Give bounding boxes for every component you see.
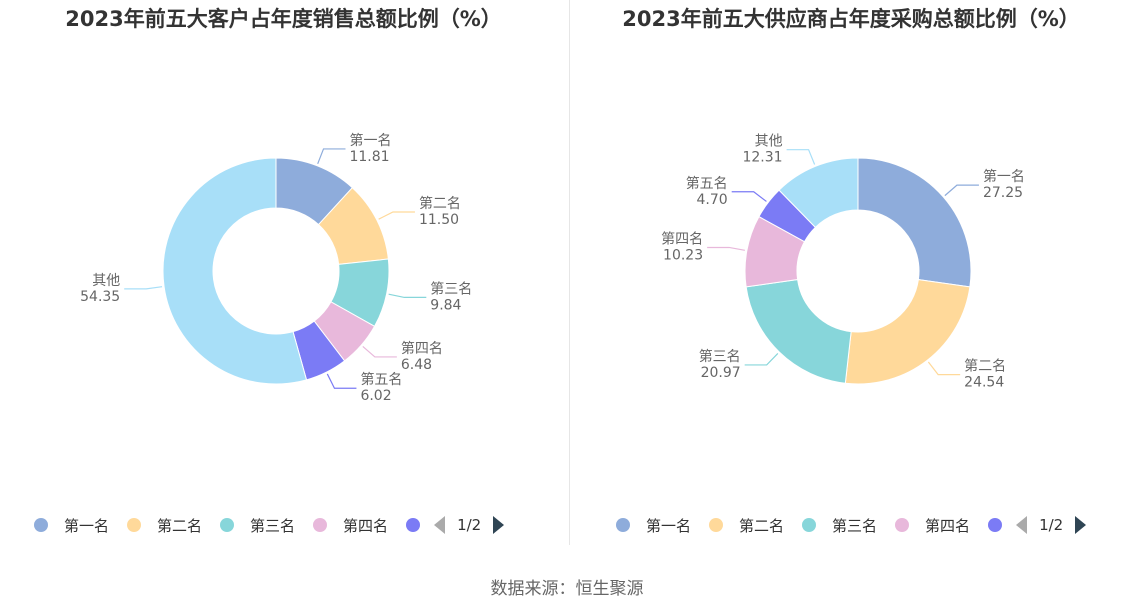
legend-dot xyxy=(895,518,910,532)
legend-prev-page-icon[interactable] xyxy=(434,516,446,534)
legend-item-fourth[interactable]: 第四名 xyxy=(313,515,388,536)
slice-name-label-fifth: 第五名 xyxy=(686,175,728,192)
slice-value-label-first: 27.25 xyxy=(983,185,1023,201)
slice-value-label-other: 12.31 xyxy=(742,150,782,166)
slice-value-label-fifth: 6.02 xyxy=(360,388,391,404)
legend-pager: 1/2 xyxy=(434,516,505,534)
legend-next-page-icon[interactable] xyxy=(493,516,505,534)
legend-dot xyxy=(616,518,630,532)
slice-name-label-fourth: 第四名 xyxy=(401,340,443,357)
slice-value-label-third: 20.97 xyxy=(701,365,741,381)
chart-title: 2023年前五大供应商占年度采购总额比例（%） xyxy=(622,7,1080,31)
leader-line-fourth xyxy=(362,346,397,358)
legend-dot xyxy=(802,518,817,532)
legend-dot xyxy=(34,518,48,532)
slice-name-label-third: 第三名 xyxy=(699,348,741,365)
donut-slice-third[interactable] xyxy=(745,278,852,384)
legend-page-info: 1/2 xyxy=(457,516,482,534)
legend-item-first[interactable]: 第一名 xyxy=(616,515,691,536)
slice-name-label-second: 第二名 xyxy=(964,358,1006,375)
donut-slice-second[interactable] xyxy=(844,279,971,385)
supplier-chart-panel: 2023年前五大供应商占年度采购总额比例（%） 第一名 27.25 第二名 24.54… xyxy=(567,0,1134,560)
slice-name-label-first: 第一名 xyxy=(349,132,391,149)
legend-prev-page-icon[interactable] xyxy=(1016,516,1028,534)
slice-value-label-fourth: 6.48 xyxy=(401,357,432,373)
data-source-note: 数据来源：恒生聚源 xyxy=(490,579,644,599)
leader-line-first xyxy=(317,148,346,165)
legend-pager: 1/2 xyxy=(1016,516,1087,534)
customer-chart-panel: 2023年前五大客户占年度销售总额比例（%） 第一名 11.81 第二名 11.50 第… xyxy=(0,0,567,560)
chart-title: 2023年前五大客户占年度销售总额比例（%） xyxy=(65,7,502,31)
slice-value-label-second: 24.54 xyxy=(964,375,1004,391)
legend: 第一名 第二名 第三名 第四名 1/2 xyxy=(616,512,1087,538)
legend-label: 第四名 xyxy=(925,516,971,535)
legend-label: 第三名 xyxy=(250,516,296,535)
legend-item-third[interactable]: 第三名 xyxy=(220,515,295,536)
legend-dot xyxy=(406,518,421,532)
legend-label: 第四名 xyxy=(343,516,389,535)
legend-dot xyxy=(313,518,328,532)
slice-name-label-other: 其他 xyxy=(755,134,783,150)
legend-item-third[interactable]: 第三名 xyxy=(802,515,877,536)
legend-dot xyxy=(127,518,142,532)
slice-name-label-first: 第一名 xyxy=(983,168,1025,185)
leader-line-other xyxy=(124,286,163,290)
leader-line-fifth xyxy=(731,191,767,202)
legend-label: 第一名 xyxy=(646,516,692,535)
slice-value-label-second: 11.50 xyxy=(419,212,459,228)
legend: 第一名 第二名 第三名 第四名 1/2 xyxy=(34,512,505,538)
legend-dot xyxy=(988,518,1003,532)
slice-value-label-fourth: 10.23 xyxy=(663,247,703,263)
leader-line-fourth xyxy=(707,246,745,251)
donut-slice-first[interactable] xyxy=(857,157,972,288)
slice-name-label-fourth: 第四名 xyxy=(661,230,703,247)
legend-item-fifth[interactable] xyxy=(406,518,421,532)
panel-divider xyxy=(569,0,570,545)
slice-name-label-other: 其他 xyxy=(92,273,120,289)
legend-item-second[interactable]: 第二名 xyxy=(127,515,202,536)
slice-value-label-other: 54.35 xyxy=(80,289,120,305)
legend-next-page-icon[interactable] xyxy=(1075,516,1087,534)
legend-label: 第二名 xyxy=(739,516,785,535)
leader-line-third xyxy=(388,293,427,299)
legend-dot xyxy=(709,518,724,532)
legend-label: 第一名 xyxy=(64,516,110,535)
leader-line-fifth xyxy=(326,373,357,389)
legend-item-fifth[interactable] xyxy=(988,518,1003,532)
slice-value-label-fifth: 4.70 xyxy=(697,192,728,208)
legend-item-fourth[interactable]: 第四名 xyxy=(895,515,970,536)
slice-value-label-first: 11.81 xyxy=(349,149,389,165)
leader-line-first xyxy=(944,184,979,197)
slice-name-label-fifth: 第五名 xyxy=(360,371,402,388)
donut-slice-other[interactable] xyxy=(162,157,308,385)
legend-label: 第三名 xyxy=(832,516,878,535)
slice-value-label-third: 9.84 xyxy=(430,297,461,313)
legend-dot xyxy=(220,518,235,532)
slice-name-label-third: 第三名 xyxy=(430,280,472,297)
legend-page-info: 1/2 xyxy=(1039,516,1064,534)
leader-line-other xyxy=(786,149,816,165)
slice-name-label-second: 第二名 xyxy=(419,195,461,212)
leader-line-second xyxy=(378,211,415,220)
legend-item-first[interactable]: 第一名 xyxy=(34,515,109,536)
leader-line-second xyxy=(927,361,961,376)
donut-slice-other[interactable] xyxy=(778,157,859,229)
leader-line-third xyxy=(744,353,779,366)
legend-item-second[interactable]: 第二名 xyxy=(709,515,784,536)
legend-label: 第二名 xyxy=(157,516,203,535)
